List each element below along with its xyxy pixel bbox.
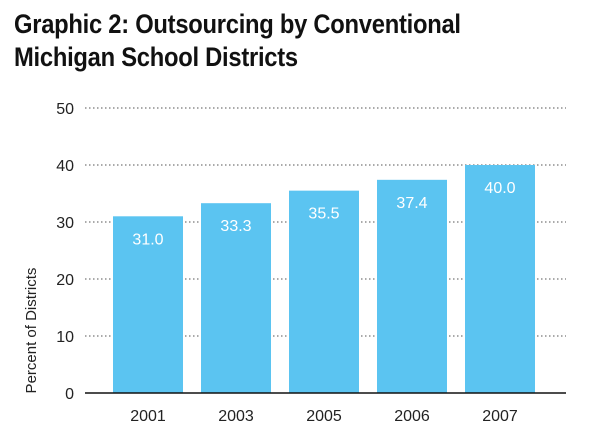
bar-value-label: 31.0	[132, 231, 163, 248]
y-axis-ticks: 0 10 20 30 40 50	[56, 101, 74, 403]
y-tick-label: 40	[56, 158, 74, 175]
bar	[201, 203, 271, 393]
bar-value-label: 35.5	[308, 206, 339, 223]
x-tick-label: 2005	[306, 408, 342, 425]
y-tick-label: 30	[56, 215, 74, 232]
bars: 31.0 33.3 35.5 37.4 40.0	[113, 165, 535, 393]
x-tick-label: 2007	[482, 408, 518, 425]
y-tick-label: 20	[56, 272, 74, 289]
bar	[289, 190, 359, 393]
bar-value-label: 33.3	[220, 218, 251, 235]
chart-title: Graphic 2: Outsourcing by Conventional M…	[14, 9, 461, 72]
x-axis-ticks: 2001 2003 2005 2006 2007	[130, 408, 518, 425]
bar	[377, 179, 447, 393]
x-tick-label: 2003	[218, 408, 254, 425]
y-tick-label: 50	[56, 101, 74, 118]
x-tick-label: 2001	[130, 408, 166, 425]
bar-value-label: 40.0	[484, 180, 515, 197]
y-axis-title: Percent of Districts	[23, 268, 40, 394]
bar	[465, 165, 535, 393]
y-tick-label: 10	[56, 329, 74, 346]
x-tick-label: 2006	[394, 408, 430, 425]
bar-value-label: 37.4	[396, 195, 427, 212]
bar	[113, 216, 183, 393]
y-tick-label: 0	[65, 386, 74, 403]
